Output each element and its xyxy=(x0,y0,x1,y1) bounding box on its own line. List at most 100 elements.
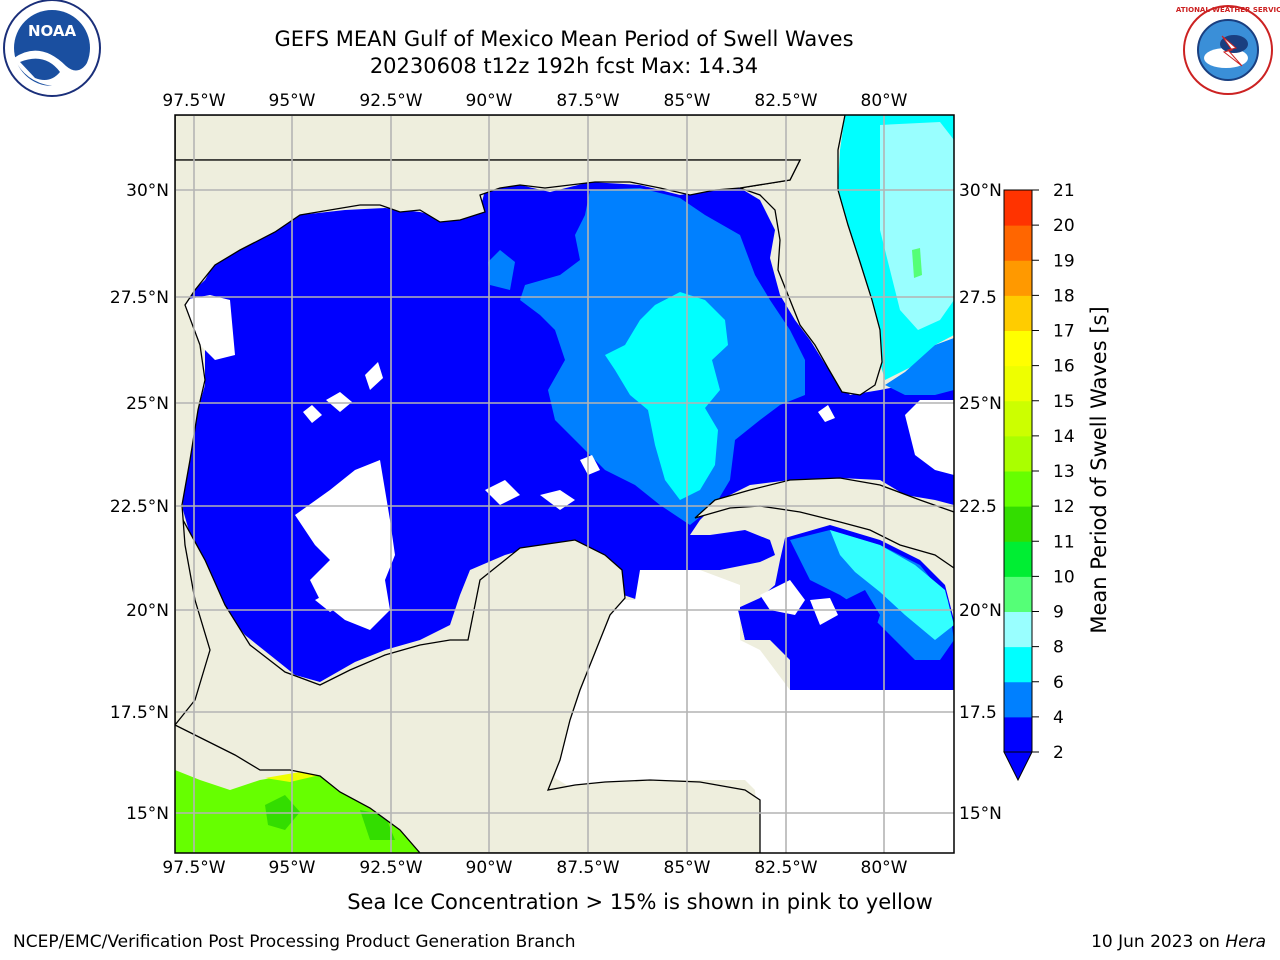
lon-label: 92.5°W xyxy=(359,858,422,878)
lat-label: 20°N xyxy=(959,601,1002,621)
gulf-water-4-6s-west xyxy=(488,250,515,290)
colorbar-ticks: 2 4 6 8 9 10 11 12 13 14 15 16 17 18 19 20 21 xyxy=(1032,181,1075,763)
lon-label: 82.5°W xyxy=(754,858,817,878)
atlantic-water-9-10s xyxy=(912,248,922,278)
lon-label: 97.5°W xyxy=(162,858,225,878)
map-area xyxy=(175,115,954,853)
lon-label: 97.5°W xyxy=(162,91,225,111)
colorbar-segment xyxy=(1004,260,1032,296)
colorbar-tick-label: 21 xyxy=(1053,181,1075,201)
colorbar-segment xyxy=(1004,435,1032,472)
colorbar-segment xyxy=(1004,611,1032,648)
colorbar-segment xyxy=(1004,190,1032,226)
colorbar-segment xyxy=(1004,541,1032,577)
colorbar-tick-label: 2 xyxy=(1053,743,1064,763)
colorbar-tick-label: 20 xyxy=(1053,216,1075,236)
colorbar-segment xyxy=(1004,576,1032,612)
caption-text: Sea Ice Concentration > 15% is shown in … xyxy=(347,890,933,914)
colorbar-segment xyxy=(1004,365,1032,402)
lat-label: 25°N xyxy=(126,394,169,414)
map-frame xyxy=(174,114,955,854)
lat-label: 30°N xyxy=(959,181,1002,201)
colorbar-label: Mean Period of Swell Waves [s] xyxy=(1087,306,1111,633)
lon-label: 82.5°W xyxy=(754,91,817,111)
colorbar-segment xyxy=(1004,295,1032,331)
caribbean-water-6-8s xyxy=(830,530,954,640)
colorbar-segment xyxy=(1004,471,1032,507)
florida xyxy=(175,115,883,396)
lon-label: 80°W xyxy=(861,858,908,878)
lat-label: 15°N xyxy=(126,804,169,824)
sea-ice-caption: Sea Ice Concentration > 15% is shown in … xyxy=(0,890,1280,914)
caribbean-water-4-6s xyxy=(790,530,954,660)
lon-label: 92.5°W xyxy=(359,91,422,111)
yucatan xyxy=(175,508,761,853)
gulf-water-6-8s xyxy=(605,292,728,500)
colorbar-tick-label: 16 xyxy=(1053,357,1075,377)
atlantic-water-8-10s xyxy=(880,122,954,330)
colorbar-tick-label: 19 xyxy=(1053,251,1075,271)
lat-label: 22.5 xyxy=(959,497,997,517)
colorbar-tick-label: 11 xyxy=(1053,532,1075,552)
footer-date-text: 10 Jun 2023 on xyxy=(1091,932,1226,952)
lat-labels-left: 30°N 27.5°N 25°N 22.5°N 20°N 17.5°N 15°N xyxy=(110,181,169,824)
noaa-logo: NOAA xyxy=(3,0,101,97)
lon-label: 87.5°W xyxy=(556,91,619,111)
lat-label: 17.5°N xyxy=(110,703,169,723)
colorbar-tick-label: 15 xyxy=(1053,392,1075,412)
colorbar xyxy=(1003,189,1033,782)
atlantic-bahamas-water xyxy=(885,338,954,395)
chart-title: GEFS MEAN Gulf of Mexico Mean Period of … xyxy=(274,27,854,51)
colorbar-tick-label: 10 xyxy=(1053,567,1075,587)
lon-labels-top: 97.5°W 95°W 92.5°W 90°W 87.5°W 85°W 82.5… xyxy=(162,91,907,111)
colorbar-tick-label: 14 xyxy=(1053,427,1075,447)
lat-label: 17.5 xyxy=(959,703,997,723)
footer-credit: NCEP/EMC/Verification Post Processing Pr… xyxy=(13,932,576,952)
mexico-west xyxy=(175,115,802,727)
colorbar-tick-label: 17 xyxy=(1053,322,1075,342)
colorbar-tick-label: 12 xyxy=(1053,497,1075,517)
land-masses xyxy=(175,115,954,853)
colorbar-extend-arrow xyxy=(1003,751,1033,782)
nws-logo: NATIONAL WEATHER SERVICE xyxy=(1176,5,1280,95)
lon-label: 80°W xyxy=(861,91,908,111)
lon-label: 90°W xyxy=(466,91,513,111)
pacific-water-12-13s-b xyxy=(360,810,395,840)
colorbar-segment xyxy=(1004,716,1032,753)
colorbar-segment xyxy=(1004,225,1032,261)
colorbar-segment xyxy=(1004,330,1032,367)
graticule xyxy=(175,115,954,853)
lon-label: 85°W xyxy=(664,91,711,111)
colorbar-tick-label: 6 xyxy=(1053,673,1064,693)
colorbar-tick-label: 9 xyxy=(1053,603,1064,623)
lat-label: 15°N xyxy=(959,804,1002,824)
lon-label: 87.5°W xyxy=(556,858,619,878)
lat-label: 27.5 xyxy=(959,288,997,308)
lon-label: 95°W xyxy=(269,91,316,111)
footer-date: 10 Jun 2023 on Hera xyxy=(1091,932,1266,952)
caribbean-water-patch-2 xyxy=(845,590,880,645)
colorbar-segment xyxy=(1004,506,1032,542)
lat-label: 27.5°N xyxy=(110,288,169,308)
chart-subtitle: 20230608 t12z 192h fcst Max: 14.34 xyxy=(369,54,759,78)
colorbar-tick-label: 13 xyxy=(1053,462,1075,482)
lat-label: 25°N xyxy=(959,394,1002,414)
lat-label: 20°N xyxy=(126,601,169,621)
lon-labels-bottom: 97.5°W 95°W 92.5°W 90°W 87.5°W 85°W 82.5… xyxy=(162,858,907,878)
colorbar-segment xyxy=(1004,400,1032,437)
lat-label: 22.5°N xyxy=(110,497,169,517)
colorbar-tick-label: 18 xyxy=(1053,286,1075,306)
lat-labels-right: 30°N 27.5 25°N 22.5 20°N 17.5 15°N xyxy=(959,181,1002,824)
footer-host: Hera xyxy=(1225,932,1266,952)
nws-logo-text: NATIONAL WEATHER SERVICE xyxy=(1176,6,1280,14)
colorbar-tick-label: 4 xyxy=(1053,708,1064,728)
colorbar-segment xyxy=(1004,646,1032,683)
colorbar-tick-label: 8 xyxy=(1053,638,1064,658)
lon-label: 95°W xyxy=(269,858,316,878)
lon-label: 85°W xyxy=(664,858,711,878)
noaa-logo-text: NOAA xyxy=(28,22,77,40)
lon-label: 90°W xyxy=(466,858,513,878)
colorbar-segment xyxy=(1004,681,1032,718)
lat-label: 30°N xyxy=(126,181,169,201)
